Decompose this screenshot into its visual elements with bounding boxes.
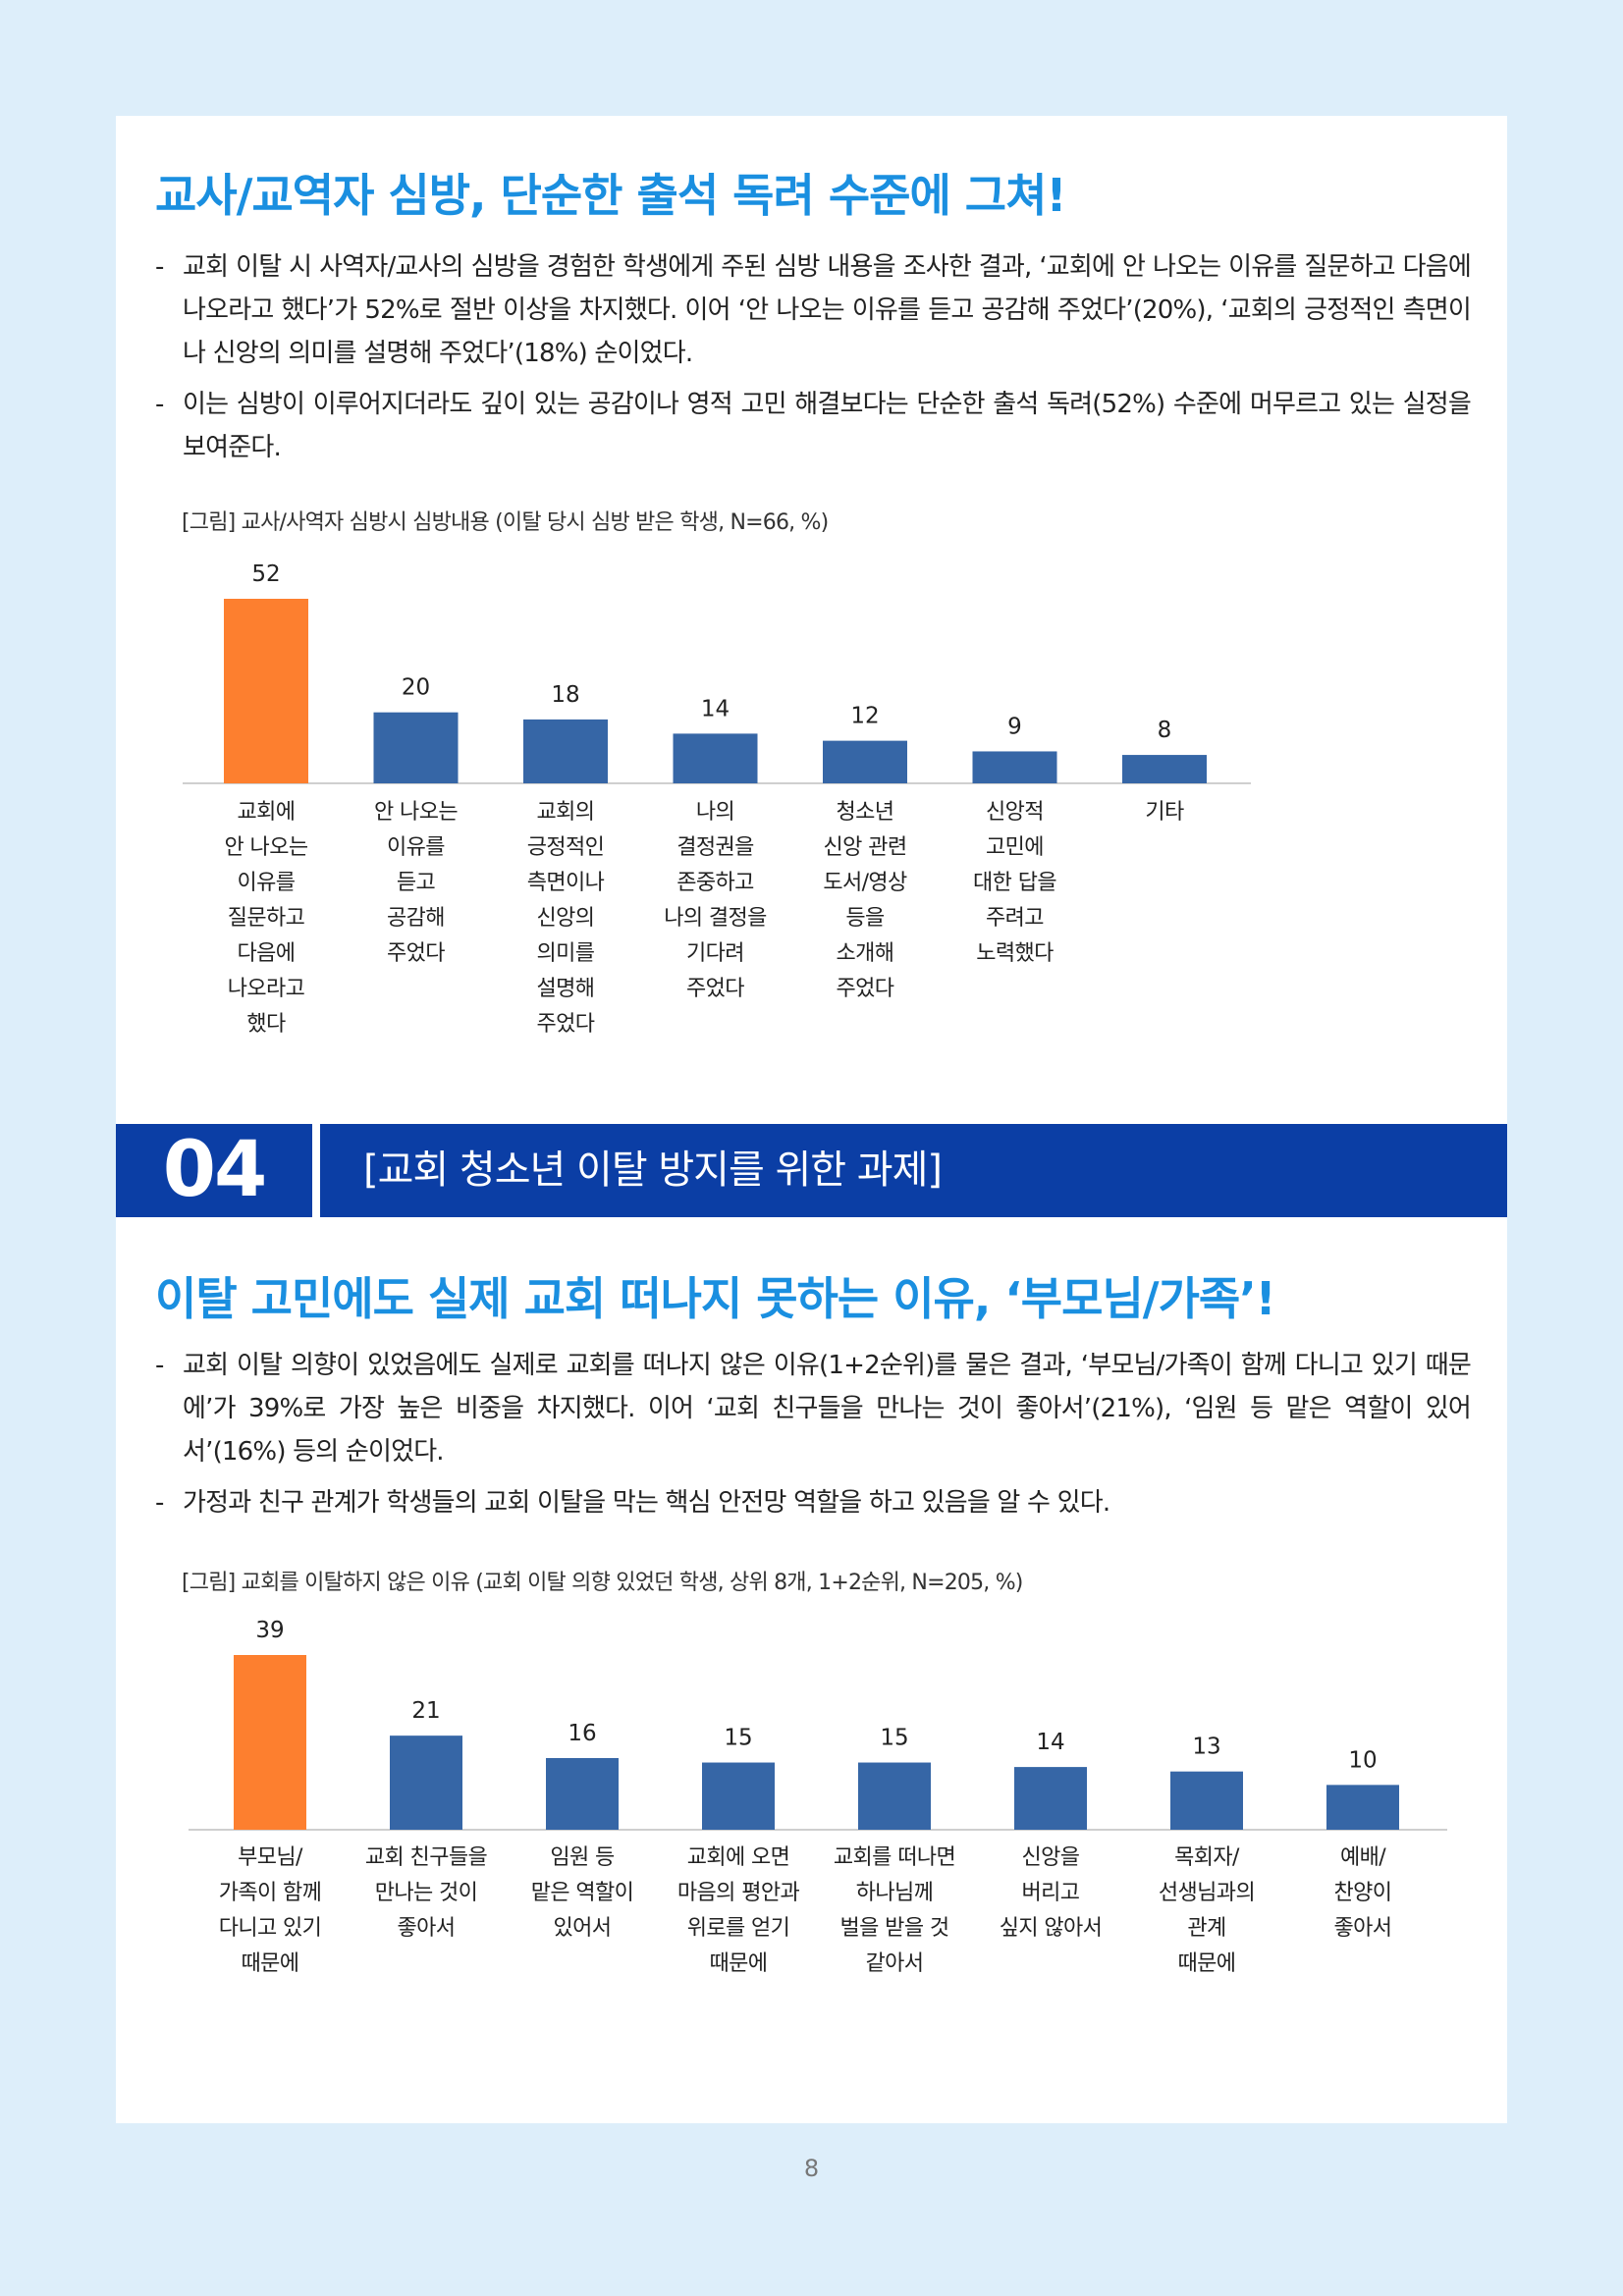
bar <box>390 1735 462 1830</box>
section-banner: 04 [교회 청소년 이탈 방지를 위한 과제] <box>116 1124 1507 1217</box>
bar-value-label: 14 <box>701 696 730 721</box>
bar <box>858 1762 931 1830</box>
section-heading: 교사/교역자 심방, 단순한 출석 독려 수준에 그쳐! <box>155 169 1066 222</box>
bar <box>823 740 907 783</box>
bar-value-label: 18 <box>551 682 579 708</box>
bar-value-label: 14 <box>1036 1730 1064 1755</box>
bar <box>702 1762 775 1830</box>
bar-value-label: 8 <box>1158 718 1172 743</box>
bar <box>523 719 608 783</box>
bar-value-label: 10 <box>1348 1747 1377 1773</box>
bullet-item: 가정과 친구 관계가 학생들의 교회 이탈을 막는 핵심 안전망 역할을 하고 … <box>155 1481 1471 1524</box>
section-number: 04 <box>162 1126 268 1214</box>
chart-caption: [그림] 교사/사역자 심방시 심방내용 (이탈 당시 심방 받은 학생, N=… <box>182 510 829 535</box>
bar <box>1014 1767 1087 1830</box>
bar <box>673 733 758 783</box>
category-label: 교회를 떠나면 하나님께 벌을 받을 것 같아서 <box>833 1845 956 1976</box>
category-label: 목회자/ 선생님과의 관계 때문에 <box>1158 1845 1256 1976</box>
category-label: 교회에 안 나오는 이유를 질문하고 다음에 나오라고 했다 <box>224 800 309 1037</box>
bar-value-label: 15 <box>880 1726 908 1751</box>
category-label: 교회에 오면 마음의 평안과 위로를 얻기 때문에 <box>676 1845 800 1976</box>
page-number: 8 <box>803 2155 820 2182</box>
section-heading: 이탈 고민에도 실제 교회 떠나지 못하는 이유, ‘부모님/가족’! <box>155 1272 1276 1325</box>
category-label: 임원 등 맡은 역할이 있어서 <box>530 1845 634 1941</box>
chart-caption: [그림] 교회를 이탈하지 않은 이유 (교회 이탈 의향 있었던 학생, 상위… <box>182 1571 1023 1595</box>
category-label: 안 나오는 이유를 듣고 공감해 주었다 <box>374 800 459 966</box>
bar <box>234 1655 306 1830</box>
bar-chart-visit-content: 52 20 18 14 12 9 8 <box>183 561 1251 784</box>
category-label: 나의 결정권을 존중하고 나의 결정을 기다려 주었다 <box>664 800 767 1001</box>
bar-value-label: 12 <box>850 704 879 729</box>
bar-value-label: 16 <box>568 1721 596 1746</box>
category-label: 부모님/ 가족이 함께 다니고 있기 때문에 <box>218 1845 322 1976</box>
bar <box>1170 1771 1243 1830</box>
bar-value-label: 20 <box>402 675 430 701</box>
bar-value-label: 39 <box>255 1618 284 1643</box>
bar <box>972 751 1057 783</box>
bar <box>1326 1785 1399 1830</box>
bar <box>373 712 459 783</box>
bullet-item: 교회 이탈 의향이 있었음에도 실제로 교회를 떠나지 않은 이유(1+2순위)… <box>155 1344 1472 1473</box>
category-label: 예배/ 찬양이 좋아서 <box>1333 1845 1393 1941</box>
category-label: 기타 <box>1145 800 1184 825</box>
bullet-item: 이는 심방이 이루어지더라도 깊이 있는 공감이나 영적 고민 해결보다는 단순… <box>155 383 1472 469</box>
bar <box>1122 755 1207 783</box>
category-label: 청소년 신앙 관련 도서/영상 등을 소개해 주었다 <box>823 800 907 1001</box>
category-label: 교회의 긍정적인 측면이나 신앙의 의미를 설명해 주었다 <box>526 800 605 1037</box>
bar-value-label: 13 <box>1192 1735 1220 1760</box>
bar <box>224 599 308 783</box>
section-banner-title: [교회 청소년 이탈 방지를 위한 과제] <box>363 1148 943 1193</box>
category-label: 신앙을 버리고 싶지 않아서 <box>999 1845 1103 1941</box>
bar-chart-reasons-not-leaving: 39 21 16 15 15 14 13 10 <box>189 1618 1447 1831</box>
bar-value-label: 15 <box>724 1726 752 1751</box>
bullet-item: 교회 이탈 시 사역자/교사의 심방을 경험한 학생에게 주된 심방 내용을 조… <box>155 245 1472 375</box>
category-label: 신앙적 고민에 대한 답을 주려고 노력했다 <box>973 800 1057 966</box>
category-label: 교회 친구들을 만나는 것이 좋아서 <box>364 1845 488 1941</box>
bar-value-label: 21 <box>411 1698 440 1724</box>
bullet-list: 교회 이탈 의향이 있었음에도 실제로 교회를 떠나지 않은 이유(1+2순위)… <box>155 1344 1472 1532</box>
bullet-list: 교회 이탈 시 사역자/교사의 심방을 경험한 학생에게 주된 심방 내용을 조… <box>155 245 1472 477</box>
banner-divider <box>312 1124 320 1217</box>
bar <box>546 1757 619 1830</box>
bar-value-label: 52 <box>251 561 280 587</box>
bar-value-label: 9 <box>1007 714 1022 739</box>
